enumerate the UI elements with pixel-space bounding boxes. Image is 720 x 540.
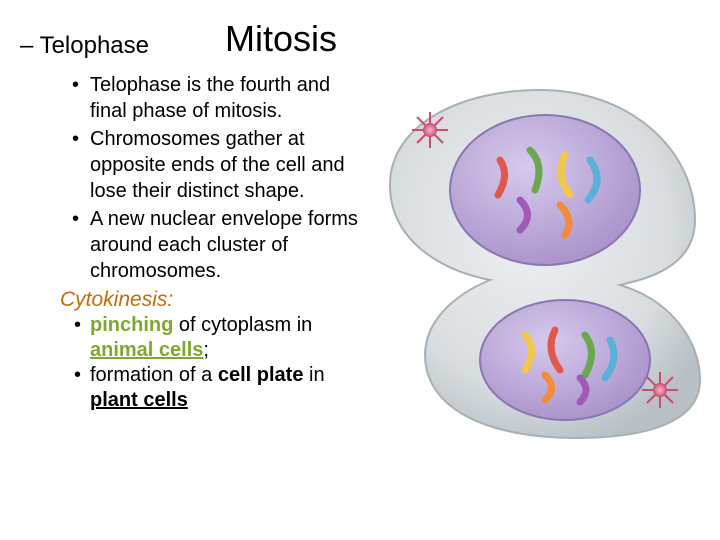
keyword-cell-plate: cell plate bbox=[218, 364, 304, 386]
nucleus-top-icon bbox=[450, 115, 640, 265]
cytokinesis-heading: Cytokinesis: bbox=[60, 286, 360, 313]
bullet-item: Telophase is the fourth and final phase … bbox=[60, 72, 360, 124]
cytokinesis-item: formation of a cell plate in plant cells bbox=[60, 363, 360, 413]
keyword-pinching: pinching bbox=[90, 314, 173, 336]
keyword-animal-cells: animal cells bbox=[90, 339, 203, 361]
centrosome-bottom-icon bbox=[642, 372, 678, 408]
slide-subtitle: – Telophase bbox=[20, 32, 149, 60]
centrosome-top-icon bbox=[412, 112, 448, 148]
bullet-item: Chromosomes gather at opposite ends of t… bbox=[60, 126, 360, 204]
text: ; bbox=[203, 339, 209, 361]
keyword-plant-cells: plant cells bbox=[90, 389, 188, 411]
slide-title: Mitosis bbox=[225, 18, 337, 60]
text: in bbox=[303, 364, 324, 386]
bullet-item: A new nuclear envelope forms around each… bbox=[60, 206, 360, 284]
nucleus-bottom-icon bbox=[480, 300, 650, 420]
content-block: Telophase is the fourth and final phase … bbox=[60, 72, 360, 413]
text: of cytoplasm in bbox=[173, 314, 312, 336]
cytokinesis-item: pinching of cytoplasm in animal cells; bbox=[60, 313, 360, 363]
telophase-cell-figure bbox=[370, 80, 710, 440]
text: formation of a bbox=[90, 364, 218, 386]
